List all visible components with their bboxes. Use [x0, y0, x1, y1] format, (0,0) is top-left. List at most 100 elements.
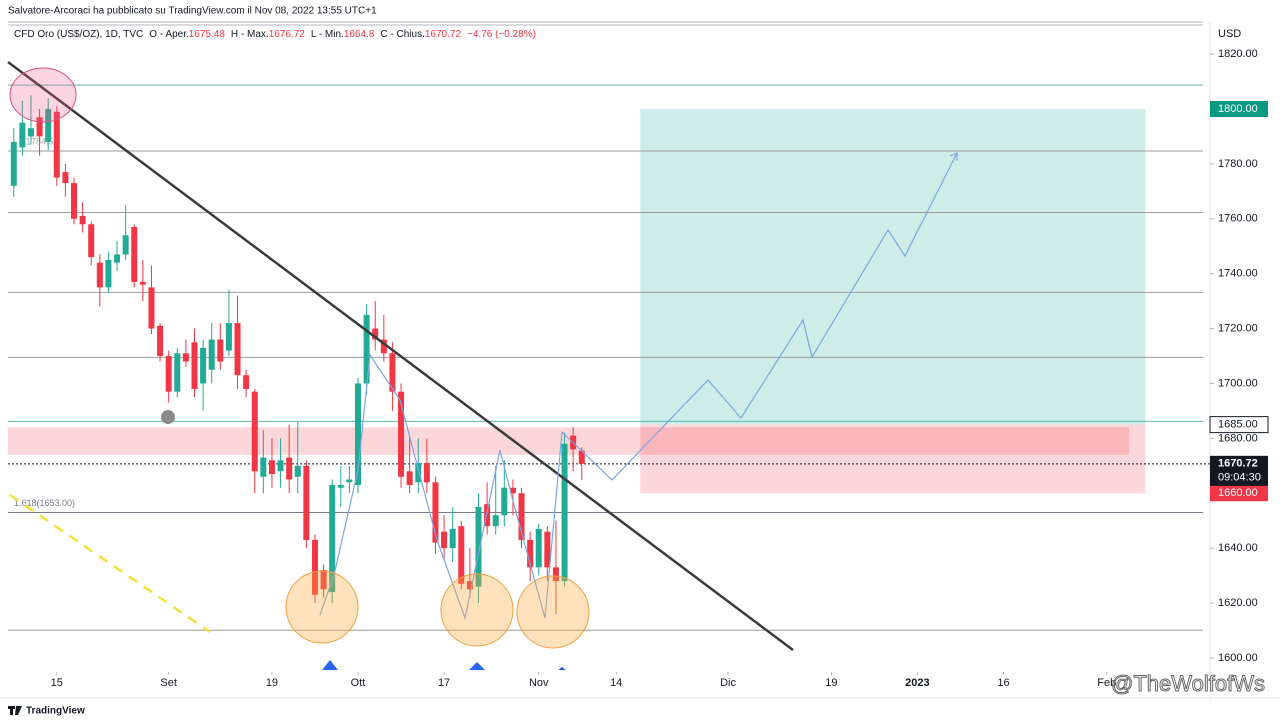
candle-body: [329, 485, 336, 593]
candle-body: [139, 281, 146, 285]
candle-body: [182, 353, 189, 362]
candle-body: [415, 463, 422, 483]
projection-arrow: [949, 152, 958, 161]
candle-body: [45, 108, 52, 142]
price-tag-label: 1660.00: [1218, 487, 1258, 499]
candle-body: [62, 172, 69, 184]
price-tag: [1210, 485, 1268, 502]
y-tick-label: 1600.00: [1218, 652, 1258, 664]
candle-body: [458, 526, 465, 584]
candle-body: [311, 539, 318, 595]
candle-body: [552, 567, 559, 582]
candle-body: [10, 141, 17, 186]
candle-body: [561, 443, 568, 582]
price-tag: [1210, 100, 1268, 117]
candle-body: [527, 539, 534, 568]
event-marker: [558, 667, 566, 670]
trendline: [7, 60, 794, 652]
y-tick-label: 1760.00: [1218, 213, 1258, 225]
price-tag-label: 1800.00: [1218, 103, 1258, 115]
zone: [640, 424, 1146, 494]
candle-body: [544, 531, 551, 568]
candle-body: [484, 504, 491, 527]
last-price-tag: [1210, 455, 1268, 486]
candle-body: [217, 339, 224, 362]
projection: [319, 152, 958, 621]
candle-body: [208, 339, 215, 370]
x-tick-label: 19: [825, 677, 837, 689]
x-tick-label: 16: [997, 677, 1009, 689]
candle-body: [346, 479, 353, 483]
y-tick-label: 1620.00: [1218, 597, 1258, 609]
x-tick-label: Feb: [1097, 677, 1116, 689]
highlight-circle: [9, 67, 77, 123]
fib-line: [9, 493, 211, 634]
publisher: Salvatore-Arcoraci ha pubblicato su Trad…: [8, 6, 377, 17]
event-marker: [322, 660, 338, 670]
y-tick-label: 1780.00: [1218, 158, 1258, 170]
candle-body: [363, 314, 370, 384]
candle-body: [96, 262, 103, 288]
x-tick-label: 15: [51, 677, 63, 689]
candle-body: [372, 328, 379, 340]
candle-body: [243, 375, 250, 389]
candle-body: [432, 482, 439, 543]
candle-body: [449, 528, 456, 549]
legend: CFD Oro (US$/OZ), 1D, TVC O - Aper.1675.4…: [14, 29, 536, 40]
candle-body: [174, 353, 181, 392]
y-tick-label: 1740.00: [1218, 268, 1258, 280]
candle-body: [71, 183, 78, 219]
candle-body: [19, 122, 26, 148]
currency: USD: [1218, 28, 1241, 40]
highlight-circle: [285, 570, 359, 644]
candle-body: [114, 254, 121, 263]
candle-body: [157, 325, 164, 357]
candle-body: [200, 347, 207, 384]
candle-body: [234, 323, 241, 376]
last-price-label: 1670.72: [1218, 458, 1258, 470]
candle-body: [268, 460, 275, 475]
x-tick-label: 19: [266, 677, 278, 689]
zone: [640, 108, 1146, 425]
price-tag-label: 1685.00: [1218, 419, 1258, 431]
x-tick-label: 17: [438, 677, 450, 689]
candle-body: [518, 493, 525, 540]
candle-body: [286, 457, 293, 480]
y-tick-label: 1680.00: [1218, 432, 1258, 444]
candle-body: [509, 487, 516, 494]
y-tick-label: 1640.00: [1218, 542, 1258, 554]
candle-body: [423, 463, 430, 483]
candle-body: [260, 457, 267, 477]
x-tick-label: 2023: [905, 677, 929, 689]
fib-label: 1.618(1653.00): [14, 498, 75, 508]
candle-body: [36, 117, 43, 137]
candle-body: [53, 111, 60, 178]
candle-body: [131, 227, 138, 282]
candle-body: [380, 339, 387, 354]
candle-body: [191, 342, 198, 389]
candle-body: [122, 235, 129, 255]
candle-body: [79, 216, 86, 225]
candle-body: [398, 391, 405, 477]
candle-body: [389, 353, 396, 392]
candle-body: [225, 323, 232, 351]
candle-body: [277, 460, 284, 472]
y-tick-label: 1820.00: [1218, 48, 1258, 60]
candle-body: [27, 128, 34, 137]
highlight-circle: [516, 575, 590, 649]
candle-body: [294, 465, 301, 477]
candle-body: [355, 383, 362, 486]
candle-body: [492, 515, 499, 527]
y-tick-label: 1720.00: [1218, 322, 1258, 334]
event-marker: [469, 662, 485, 670]
candle-body: [475, 506, 482, 587]
candle-body: [251, 391, 258, 472]
candle-body: [320, 570, 327, 590]
candle-body: [578, 450, 585, 464]
candle-body: [406, 471, 413, 486]
candle-body: [303, 465, 310, 540]
watermark: @TheWolfofWs: [1111, 671, 1265, 696]
candle-body: [105, 259, 112, 288]
marker: [161, 410, 175, 424]
